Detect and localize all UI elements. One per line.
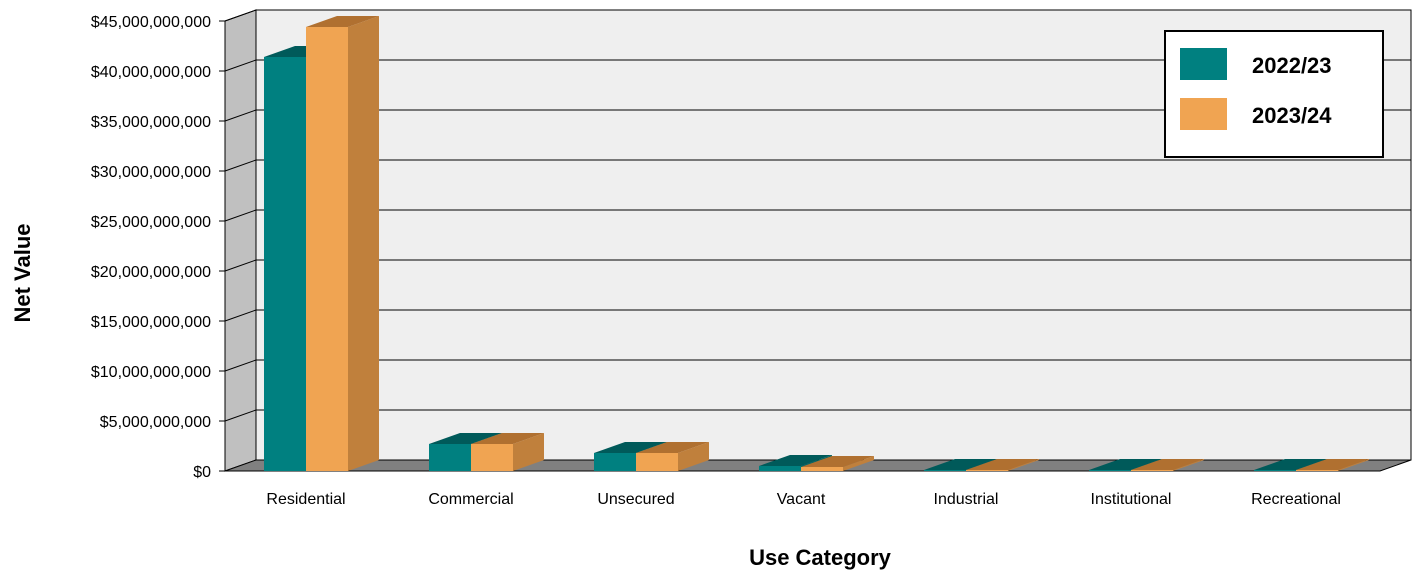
bar-front [636, 453, 678, 471]
x-axis-ticks: Residential Commercial Unsecured Vacant Indu… [266, 491, 1340, 508]
bar-side [1338, 459, 1369, 471]
bar-top [306, 16, 379, 27]
legend: 2022/23 2023/24 [1164, 30, 1384, 158]
bar-recreational-2023-24 [1296, 459, 1369, 471]
bar-institutional-2023-24 [1131, 459, 1204, 471]
bar-front [471, 444, 513, 471]
legend-label-2022-23: 2022/23 [1252, 53, 1332, 78]
bar-front [1131, 470, 1173, 471]
y-tick-label: $0 [193, 464, 211, 481]
bar-side [843, 456, 874, 471]
gridline [224, 109, 1411, 122]
bars [264, 16, 1369, 471]
bar-top [636, 442, 709, 453]
gridlines [224, 9, 1411, 422]
gridline [224, 209, 1411, 222]
bar-side [678, 442, 709, 471]
x-tick-label: Industrial [934, 491, 999, 508]
bar-top [759, 455, 832, 466]
legend-label-2023-24: 2023/24 [1252, 103, 1332, 128]
bar-top [1254, 459, 1327, 470]
bar-side [1173, 459, 1204, 471]
y-tick-label: $45,000,000,000 [91, 14, 211, 31]
bar-front [1089, 470, 1131, 471]
gridline [224, 59, 1411, 72]
bar-top [924, 459, 997, 470]
x-tick-label: Recreational [1251, 491, 1341, 508]
gridline [224, 9, 1411, 22]
bar-top [966, 459, 1039, 470]
bar-vacant-2023-24 [801, 456, 874, 471]
bar-industrial-2023-24 [966, 459, 1039, 471]
gridline [224, 259, 1411, 272]
gridline [224, 359, 1411, 372]
bar-front [966, 470, 1008, 471]
legend-swatch-2022-23 [1180, 48, 1227, 80]
bar-residential-2023-24 [306, 16, 379, 471]
y-tick-label: $25,000,000,000 [91, 214, 211, 231]
gridline [224, 409, 1411, 422]
bar-front [264, 57, 306, 471]
bar-unsecured-2023-24 [636, 442, 709, 471]
y-tick-label: $20,000,000,000 [91, 264, 211, 281]
bar-top [1296, 459, 1369, 470]
bar-top [801, 456, 874, 467]
left-wall [224, 9, 257, 472]
gridline [224, 309, 1411, 322]
x-axis-title: Use Category [749, 545, 892, 570]
bar-side [348, 16, 379, 471]
bar-side [1008, 459, 1039, 471]
bar-commercial-2023-24 [471, 433, 544, 471]
bar-top [1089, 459, 1162, 470]
bar-front [429, 444, 471, 471]
bar-front [594, 453, 636, 471]
bar-front [1296, 470, 1338, 471]
bar-front [924, 470, 966, 471]
x-tick-label: Vacant [777, 491, 826, 508]
bar-front [1254, 470, 1296, 471]
x-tick-label: Commercial [428, 491, 513, 508]
x-tick-label: Unsecured [597, 491, 674, 508]
x-tick-label: Residential [266, 491, 345, 508]
legend-swatch-2023-24 [1180, 98, 1227, 130]
bar-top [429, 433, 502, 444]
y-tick-label: $15,000,000,000 [91, 314, 211, 331]
bar-side [513, 433, 544, 471]
y-axis-title: Net Value [10, 223, 35, 322]
bar-front [801, 467, 843, 471]
y-tick-label: $5,000,000,000 [100, 414, 211, 431]
bar-top [1131, 459, 1204, 470]
y-axis-ticks: $0 $5,000,000,000 $10,000,000,000 $15,000,0… [91, 14, 225, 481]
y-tick-label: $30,000,000,000 [91, 164, 211, 181]
y-tick-label: $10,000,000,000 [91, 364, 211, 381]
bar-front [759, 466, 801, 471]
x-tick-label: Institutional [1091, 491, 1172, 508]
bar-top [594, 442, 667, 453]
y-tick-label: $35,000,000,000 [91, 114, 211, 131]
bar-front [306, 27, 348, 471]
y-tick-label: $40,000,000,000 [91, 64, 211, 81]
bar-top [471, 433, 544, 444]
gridline [224, 159, 1411, 172]
